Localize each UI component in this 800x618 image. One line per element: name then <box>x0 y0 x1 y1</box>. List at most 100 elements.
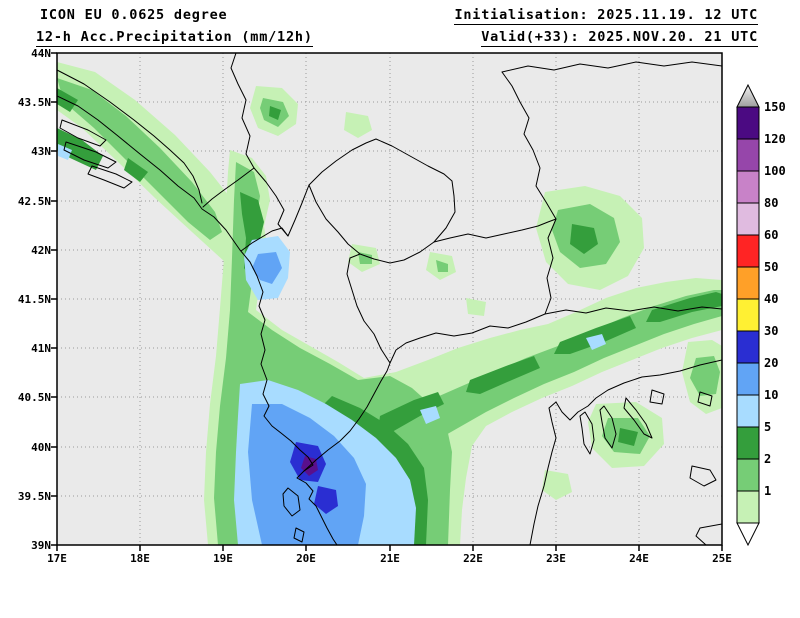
lat-tick-label: 43.5N <box>18 96 51 109</box>
precip-shape <box>57 128 103 170</box>
color-legend: 150 120 100 80 60 50 40 30 20 10 5 2 1 <box>736 83 786 547</box>
legend-swatch <box>736 490 760 524</box>
lat-tick-label: 40.5N <box>18 391 51 404</box>
lat-tick-label: 43N <box>31 145 51 158</box>
peninsula-sithonia <box>599 405 617 449</box>
island <box>59 119 107 147</box>
legend-label: 100 <box>764 164 786 178</box>
precip-shape <box>314 486 338 514</box>
island-limnos <box>689 465 717 487</box>
precip-shape <box>378 392 444 432</box>
legend-label: 60 <box>764 228 778 242</box>
precip-shape <box>466 298 486 316</box>
axis-ticks <box>51 52 723 551</box>
island-corfu <box>282 487 301 517</box>
island <box>87 165 133 189</box>
legend-swatch <box>736 362 760 396</box>
legend-label: 20 <box>764 356 778 370</box>
precip-shape <box>618 428 638 446</box>
legend-label: 40 <box>764 292 778 306</box>
legend-label: 5 <box>764 420 771 434</box>
border-greece-bulgaria <box>544 306 722 315</box>
lat-tick-label: 40N <box>31 441 51 454</box>
lat-tick-label: 42.5N <box>18 195 51 208</box>
precip-shape <box>362 290 722 464</box>
precip-shape <box>466 356 540 394</box>
precip-shape <box>420 406 440 424</box>
border-croatia-bosnia <box>57 69 203 204</box>
border-danube <box>501 61 722 73</box>
model-title: ICON EU 0.0625 degree <box>40 7 228 23</box>
legend-swatch <box>736 394 760 428</box>
border-serbia-bulgaria <box>501 71 557 220</box>
legend-swatch <box>736 170 760 204</box>
peninsula-kassandra <box>579 411 595 455</box>
lat-tick-label: 41N <box>31 342 51 355</box>
legend-swatch <box>736 458 760 492</box>
lon-tick-label: 25E <box>712 552 732 565</box>
lat-tick-label: 39.5N <box>18 490 51 503</box>
legend-label: 1 <box>764 484 771 498</box>
borders-layer <box>57 53 722 545</box>
legend-label: 50 <box>764 260 778 274</box>
lon-tick-label: 23E <box>546 552 566 565</box>
legend-arrow-top <box>736 83 760 108</box>
valid-time: Valid(+33): 2025.NOV.20. 21 UTC <box>481 29 758 47</box>
legend-swatch <box>736 202 760 236</box>
precip-shape <box>646 292 722 322</box>
precip-shape <box>124 158 148 182</box>
legend-swatch <box>736 234 760 268</box>
border-serbia-macedonia <box>433 218 557 243</box>
precip-shape <box>436 260 448 272</box>
legend-swatch <box>736 106 760 140</box>
border-albania-macedonia <box>346 253 391 364</box>
legend-label: 80 <box>764 196 778 210</box>
border-bosnia-montenegro <box>202 167 255 208</box>
lon-axis-labels: 17E 18E 19E 20E 21E 22E 23E 24E 25E <box>47 552 732 565</box>
legend-swatch <box>736 426 760 460</box>
border-bulgaria-macedonia <box>544 218 557 315</box>
border-montenegro-kosovo <box>287 184 310 237</box>
precip-shape <box>554 316 636 354</box>
island <box>63 141 117 169</box>
coastline-aegean <box>529 359 722 545</box>
product-title: 12-h Acc.Precipitation (mm/12h) <box>36 29 313 47</box>
precip-shape <box>57 88 78 112</box>
lat-tick-label: 44N <box>31 47 51 60</box>
peninsula-athos <box>623 397 653 439</box>
lat-tick-label: 39N <box>31 539 51 552</box>
precip-shape <box>269 106 281 120</box>
legend-label: 30 <box>764 324 778 338</box>
lon-tick-label: 18E <box>130 552 150 565</box>
precip-shape <box>570 224 598 254</box>
precip-shape <box>57 78 222 240</box>
legend-swatch <box>736 266 760 300</box>
lat-tick-label: 41.5N <box>18 293 51 306</box>
island-lesbos <box>695 523 722 545</box>
precip-shape <box>58 144 72 160</box>
lat-tick-label: 42N <box>31 244 51 257</box>
lon-tick-label: 22E <box>463 552 483 565</box>
legend-label: 10 <box>764 388 778 402</box>
legend-swatch <box>736 298 760 332</box>
lat-axis-labels: 44N 43.5N 43N 42.5N 42N 41.5N 41N 40.5N … <box>18 47 51 552</box>
lon-tick-label: 17E <box>47 552 67 565</box>
precip-shape <box>586 334 606 350</box>
legend-swatch <box>736 330 760 364</box>
legend-swatch <box>736 138 760 172</box>
legend-arrow-bottom <box>736 522 760 547</box>
border-macedonia-greece <box>389 313 546 364</box>
precip-shape <box>542 470 572 500</box>
lon-tick-label: 19E <box>213 552 233 565</box>
border-albania-greece <box>303 362 391 472</box>
border-bosnia-serbia <box>230 53 255 169</box>
island-thasos <box>649 389 665 405</box>
legend-label: 120 <box>764 132 786 146</box>
lon-tick-label: 24E <box>629 552 649 565</box>
island <box>293 527 305 543</box>
border-montenegro-albania <box>240 227 289 252</box>
island-samothrace <box>697 391 713 407</box>
lon-tick-label: 20E <box>296 552 316 565</box>
border-kosovo <box>308 138 456 264</box>
